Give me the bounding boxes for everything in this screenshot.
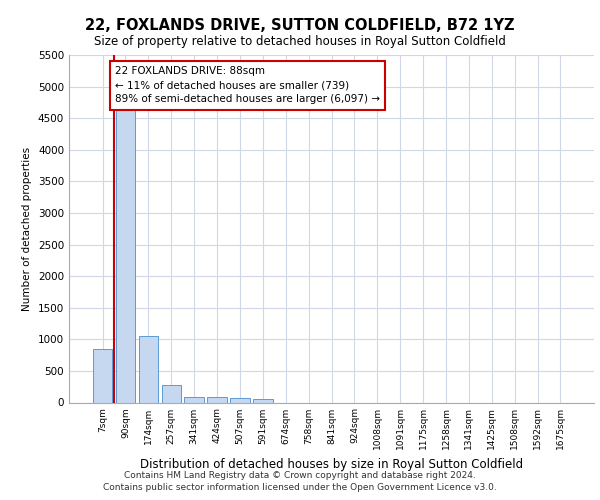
Text: 22 FOXLANDS DRIVE: 88sqm
← 11% of detached houses are smaller (739)
89% of semi-: 22 FOXLANDS DRIVE: 88sqm ← 11% of detach… <box>115 66 380 104</box>
Text: Contains HM Land Registry data © Crown copyright and database right 2024.: Contains HM Land Registry data © Crown c… <box>124 472 476 480</box>
Y-axis label: Number of detached properties: Number of detached properties <box>22 146 32 311</box>
X-axis label: Distribution of detached houses by size in Royal Sutton Coldfield: Distribution of detached houses by size … <box>140 458 523 471</box>
Bar <box>184 397 204 402</box>
Bar <box>93 349 112 403</box>
Bar <box>253 400 272 402</box>
Text: Size of property relative to detached houses in Royal Sutton Coldfield: Size of property relative to detached ho… <box>94 35 506 48</box>
Bar <box>208 398 227 402</box>
Text: Contains public sector information licensed under the Open Government Licence v3: Contains public sector information licen… <box>103 483 497 492</box>
Bar <box>161 385 181 402</box>
Bar <box>116 80 135 402</box>
Text: 22, FOXLANDS DRIVE, SUTTON COLDFIELD, B72 1YZ: 22, FOXLANDS DRIVE, SUTTON COLDFIELD, B7… <box>85 18 515 32</box>
Bar <box>139 336 158 402</box>
Bar <box>230 398 250 402</box>
